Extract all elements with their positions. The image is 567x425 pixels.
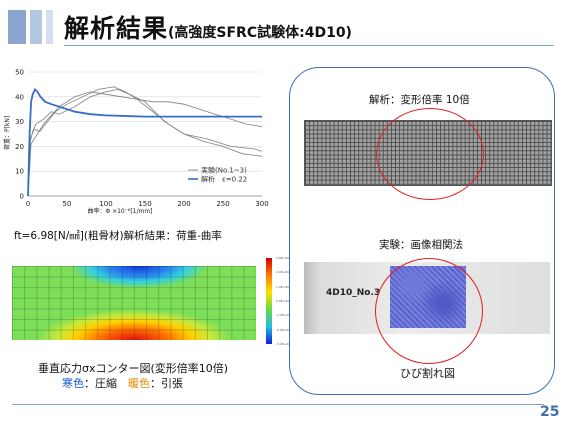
colorbar-tick-label: 3.0E+00 — [276, 256, 289, 260]
warm-color-meaning: ：引張 — [150, 377, 183, 390]
colorbar-tick-label: -3.0E+00 — [276, 342, 291, 346]
colorbar-tick-label: -2.0E+00 — [276, 327, 291, 332]
title-divider — [64, 45, 554, 46]
experiment-label: 実験：画像相関法 — [379, 239, 463, 251]
x-tick-label: 250 — [216, 200, 229, 208]
title-main: 解析結果 — [64, 14, 169, 43]
colorbar-tick-label: 2.0E+00 — [276, 270, 289, 275]
x-tick-label: 300 — [255, 200, 268, 208]
page-number: 25 — [540, 404, 560, 420]
crack-map-label: ひび割れ図 — [400, 367, 455, 380]
header-decoration-block — [8, 10, 26, 44]
chart-ticks: 0 10 20 30 40 50 0 50 100 150 200 250 300 — [15, 69, 269, 209]
experiment-series-line — [27, 86, 263, 197]
highlight-circle — [375, 258, 483, 364]
x-tick-label: 200 — [177, 200, 190, 208]
x-axis-label: 曲率：Φ ×10⁻⁶[1/mm] — [87, 207, 152, 215]
legend-entry: 実験(No.1~3) — [201, 166, 247, 175]
analysis-series-line — [27, 87, 262, 197]
chart-grid — [28, 71, 262, 197]
x-tick-label: 0 — [26, 200, 30, 208]
colorbar-tick-label: -1.0E+00 — [276, 313, 291, 318]
y-tick-label: 10 — [15, 168, 24, 176]
cold-color-meaning: ：圧縮 — [84, 377, 117, 390]
stress-contour-plot — [12, 266, 256, 340]
load-curvature-chart: 0 10 20 30 40 50 0 50 100 150 200 250 300 荷重：P[kN] 曲… — [3, 69, 269, 216]
y-tick-label: 40 — [15, 93, 24, 101]
highlight-circle — [376, 108, 484, 200]
contour-colorbar — [266, 258, 272, 344]
analysis-label: 解析：変形倍率 10倍 — [369, 94, 470, 106]
y-tick-label: 0 — [20, 193, 24, 201]
warm-color-label: 暖色 — [128, 377, 150, 390]
y-axis-label: 荷重：P[kN] — [3, 116, 11, 150]
chart-series — [27, 86, 263, 197]
x-tick-label: 100 — [99, 200, 112, 208]
legend-entry: 解析 ε=0.22 — [201, 175, 247, 184]
contour-legend-text: 寒色：圧縮 暖色：引張 — [62, 375, 183, 391]
y-tick-label: 30 — [15, 118, 24, 126]
x-tick-label: 50 — [63, 200, 72, 208]
cold-color-label: 寒色 — [62, 377, 84, 390]
y-tick-label: 20 — [15, 143, 24, 151]
footer-divider — [12, 404, 544, 405]
specimen-label: 4D10_No.3 — [326, 288, 381, 298]
contour-caption: 垂直応力σxコンター図(変形倍率10倍) — [38, 362, 229, 375]
colorbar-tick-label: 0.0E+00 — [276, 299, 289, 303]
chart-legend: 実験(No.1~3)解析 ε=0.22 — [188, 166, 247, 184]
chart-caption: ft=6.98[N/㎟](粗骨材)解析結果：荷重-曲率 — [14, 230, 222, 242]
contour-mesh-grid — [12, 266, 256, 340]
colorbar-tick-label: 1.0E+00 — [276, 284, 289, 289]
header-decoration-block — [30, 10, 42, 44]
experiment-series-line — [27, 91, 263, 197]
header-decoration-block — [46, 10, 53, 44]
title-sub: (高強度SFRC試験体:4D10) — [168, 25, 352, 41]
experiment-series-line — [27, 88, 263, 197]
slide-title: 解析結果(高強度SFRC試験体:4D10) — [64, 9, 352, 45]
y-tick-label: 50 — [15, 69, 24, 77]
x-tick-label: 150 — [138, 200, 151, 208]
